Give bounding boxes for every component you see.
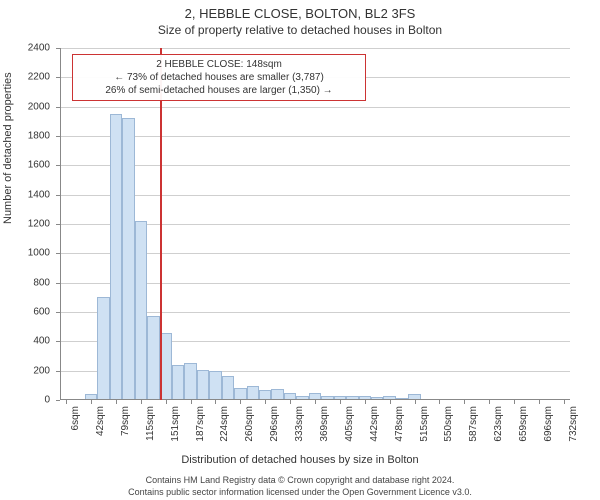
y-axis-line	[60, 48, 61, 400]
x-tick-label: 296sqm	[269, 406, 280, 446]
gridline	[60, 136, 570, 137]
y-tick-label: 800	[0, 277, 50, 288]
x-tick-mark	[539, 400, 540, 404]
x-tick-label: 442sqm	[369, 406, 380, 446]
histogram-bar	[110, 114, 122, 400]
histogram-bar	[197, 370, 209, 400]
x-tick-label: 187sqm	[195, 406, 206, 446]
gridline	[60, 107, 570, 108]
histogram-bar	[247, 386, 259, 400]
x-tick-label: 732sqm	[568, 406, 579, 446]
chart-container: 2, HEBBLE CLOSE, BOLTON, BL2 3FS Size of…	[0, 0, 600, 500]
y-tick-label: 2400	[0, 43, 50, 54]
y-tick-label: 600	[0, 307, 50, 318]
histogram-bar	[222, 376, 234, 400]
y-tick-mark	[56, 400, 60, 401]
x-tick-mark	[265, 400, 266, 404]
histogram-bar	[147, 316, 159, 400]
x-tick-mark	[141, 400, 142, 404]
footer: Contains HM Land Registry data © Crown c…	[0, 474, 600, 498]
y-tick-label: 1200	[0, 219, 50, 230]
x-tick-label: 115sqm	[145, 406, 156, 446]
y-tick-label: 1800	[0, 131, 50, 142]
y-tick-label: 0	[0, 395, 50, 406]
histogram-bar	[209, 371, 221, 400]
x-tick-mark	[340, 400, 341, 404]
x-tick-mark	[464, 400, 465, 404]
gridline	[60, 165, 570, 166]
gridline	[60, 195, 570, 196]
x-tick-label: 659sqm	[518, 406, 529, 446]
x-tick-mark	[66, 400, 67, 404]
x-tick-label: 550sqm	[443, 406, 454, 446]
x-tick-label: 224sqm	[219, 406, 230, 446]
histogram-bar	[122, 118, 134, 400]
x-tick-mark	[290, 400, 291, 404]
annotation-line: 2 HEBBLE CLOSE: 148sqm	[79, 58, 359, 71]
histogram-bar	[172, 365, 184, 400]
x-tick-label: 260sqm	[244, 406, 255, 446]
x-tick-mark	[390, 400, 391, 404]
x-tick-label: 587sqm	[468, 406, 479, 446]
annotation-line: ← 73% of detached houses are smaller (3,…	[79, 71, 359, 84]
y-tick-label: 2000	[0, 101, 50, 112]
x-tick-label: 6sqm	[70, 406, 81, 446]
y-tick-label: 200	[0, 365, 50, 376]
histogram-bar	[184, 363, 196, 400]
x-tick-mark	[365, 400, 366, 404]
y-tick-label: 2200	[0, 72, 50, 83]
x-tick-label: 79sqm	[120, 406, 131, 446]
x-tick-mark	[415, 400, 416, 404]
gridline	[60, 48, 570, 49]
x-tick-label: 369sqm	[319, 406, 330, 446]
x-tick-mark	[315, 400, 316, 404]
x-tick-label: 42sqm	[95, 406, 106, 446]
x-axis-title: Distribution of detached houses by size …	[0, 454, 600, 466]
y-tick-label: 1400	[0, 189, 50, 200]
x-tick-mark	[215, 400, 216, 404]
x-tick-mark	[166, 400, 167, 404]
x-tick-mark	[439, 400, 440, 404]
annotation-box: 2 HEBBLE CLOSE: 148sqm ← 73% of detached…	[72, 54, 366, 101]
histogram-bar	[97, 297, 109, 400]
x-tick-label: 405sqm	[344, 406, 355, 446]
footer-line: Contains public sector information licen…	[0, 486, 600, 498]
x-tick-label: 696sqm	[543, 406, 554, 446]
plot-area: 2 HEBBLE CLOSE: 148sqm ← 73% of detached…	[60, 48, 570, 400]
y-tick-label: 1000	[0, 248, 50, 259]
y-tick-label: 1600	[0, 160, 50, 171]
page-subtitle: Size of property relative to detached ho…	[0, 21, 600, 37]
x-tick-label: 151sqm	[170, 406, 181, 446]
x-tick-label: 623sqm	[493, 406, 504, 446]
page-title: 2, HEBBLE CLOSE, BOLTON, BL2 3FS	[0, 0, 600, 21]
x-tick-label: 478sqm	[394, 406, 405, 446]
x-tick-mark	[116, 400, 117, 404]
x-tick-mark	[240, 400, 241, 404]
x-tick-label: 333sqm	[294, 406, 305, 446]
y-tick-label: 400	[0, 336, 50, 347]
x-tick-mark	[489, 400, 490, 404]
x-tick-mark	[564, 400, 565, 404]
histogram-bar	[135, 221, 147, 400]
x-tick-label: 515sqm	[419, 406, 430, 446]
annotation-line: 26% of semi-detached houses are larger (…	[79, 84, 359, 97]
x-tick-mark	[191, 400, 192, 404]
x-tick-mark	[91, 400, 92, 404]
footer-line: Contains HM Land Registry data © Crown c…	[0, 474, 600, 486]
y-axis-title: Number of detached properties	[2, 72, 14, 224]
x-tick-mark	[514, 400, 515, 404]
